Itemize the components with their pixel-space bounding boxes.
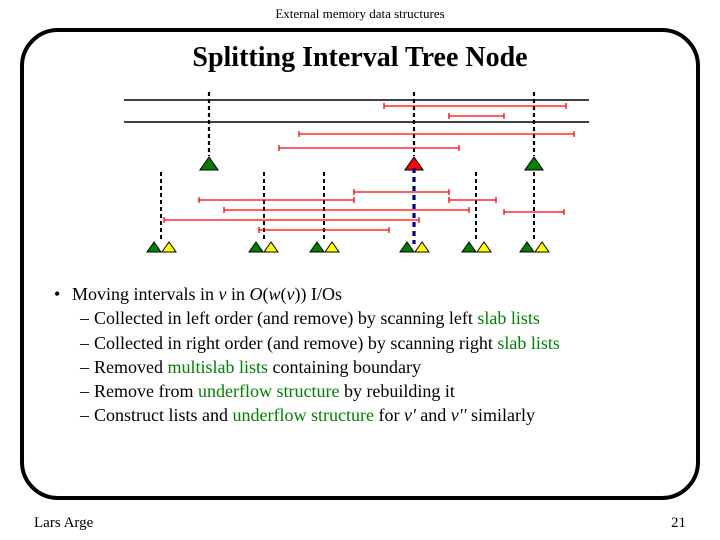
t: Collected in left order (and remove) by … xyxy=(94,306,540,330)
w: w xyxy=(269,284,281,304)
bullet-main: • Moving intervals in v in O(w(v)) I/Os xyxy=(54,282,674,306)
v: v xyxy=(287,284,295,304)
t: Moving intervals in xyxy=(72,284,219,304)
t: Removed xyxy=(94,357,168,377)
t: )) xyxy=(295,284,307,304)
interval-tree-diagram xyxy=(104,92,614,262)
dash: – xyxy=(80,306,94,330)
underflow-structure: underflow structure xyxy=(233,405,374,425)
page-header: External memory data structures xyxy=(0,6,720,22)
dash: – xyxy=(80,379,94,403)
bullet-main-text: Moving intervals in v in O(w(v)) I/Os xyxy=(72,282,342,306)
t: Collected in right order (and remove) by… xyxy=(94,331,560,355)
t: I/Os xyxy=(307,284,343,304)
t: and xyxy=(416,405,451,425)
t: by rebuilding it xyxy=(339,381,455,401)
dash: – xyxy=(80,331,94,355)
slab-lists: slab lists xyxy=(477,308,540,328)
t: Collected in right order (and remove) by… xyxy=(94,333,497,353)
t: similarly xyxy=(467,405,536,425)
t: in xyxy=(227,284,250,304)
v: v xyxy=(219,284,227,304)
multislab-lists: multislab lists xyxy=(168,357,269,377)
slab-lists: slab lists xyxy=(497,333,560,353)
t: Remove from xyxy=(94,381,198,401)
dash: – xyxy=(80,403,94,427)
bullet-dot: • xyxy=(54,282,72,306)
t: Construct lists and underflow structure … xyxy=(94,403,535,427)
bullet-sub-2: – Collected in right order (and remove) … xyxy=(54,331,674,355)
bullet-sub-5: – Construct lists and underflow structur… xyxy=(54,403,674,427)
t: containing boundary xyxy=(268,357,421,377)
t: Removed multislab lists containing bound… xyxy=(94,355,421,379)
t: for xyxy=(374,405,404,425)
slide-frame: Splitting Interval Tree Node • Moving in… xyxy=(20,28,700,500)
t: Collected in left order (and remove) by … xyxy=(94,308,477,328)
O: O xyxy=(250,284,263,304)
footer-page-number: 21 xyxy=(671,515,686,532)
v-double-prime: v'' xyxy=(451,405,467,425)
underflow-structure: underflow structure xyxy=(198,381,339,401)
t: Remove from underflow structure by rebui… xyxy=(94,379,455,403)
slide-title: Splitting Interval Tree Node xyxy=(24,42,696,74)
footer-author: Lars Arge xyxy=(34,515,93,532)
dash: – xyxy=(80,355,94,379)
bullet-sub-3: – Removed multislab lists containing bou… xyxy=(54,355,674,379)
bullet-sub-1: – Collected in left order (and remove) b… xyxy=(54,306,674,330)
bullet-list: • Moving intervals in v in O(w(v)) I/Os … xyxy=(54,282,674,428)
bullet-sub-4: – Remove from underflow structure by reb… xyxy=(54,379,674,403)
t: Construct lists and xyxy=(94,405,233,425)
v-prime: v' xyxy=(404,405,416,425)
